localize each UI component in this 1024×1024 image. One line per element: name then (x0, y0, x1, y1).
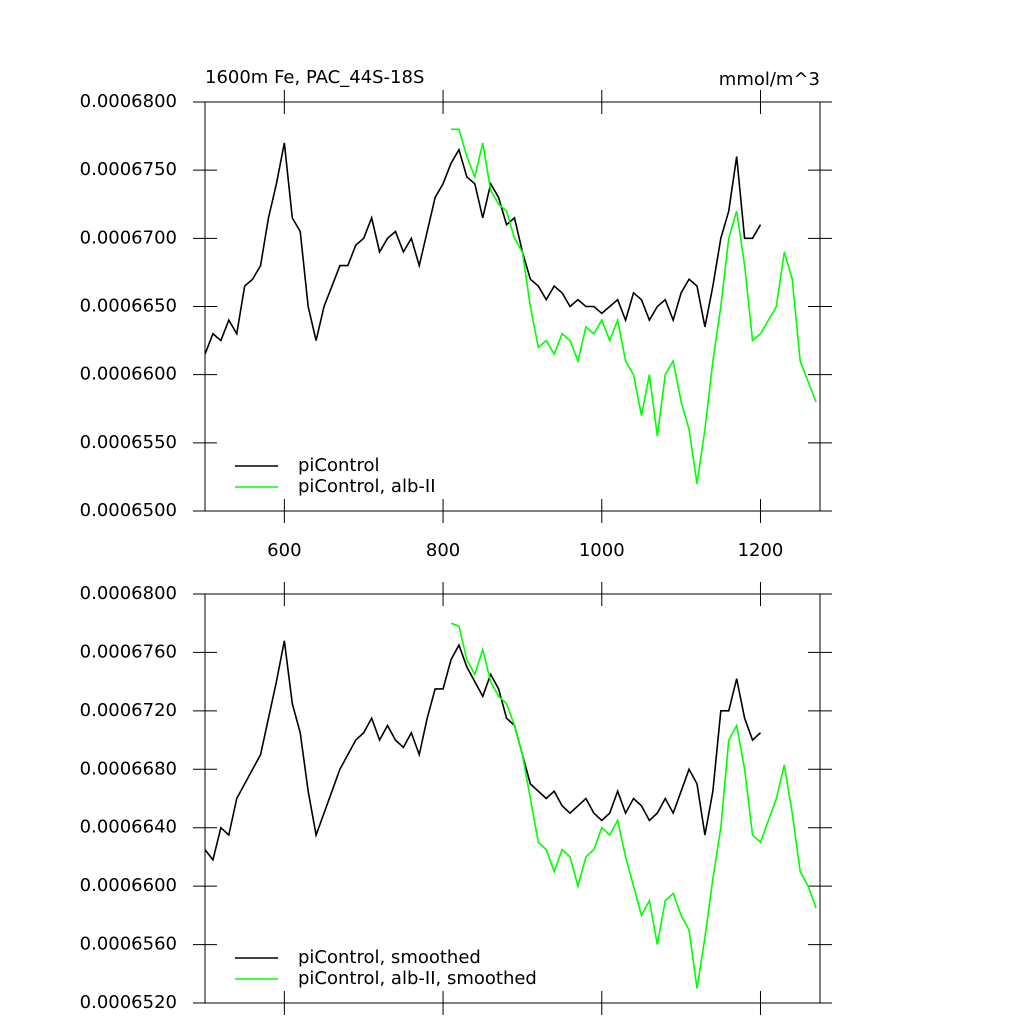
legend-label: piControl (298, 455, 380, 476)
legend-label: piControl, alb-II, smoothed (298, 968, 537, 989)
chart-title: 1600m Fe, PAC_44S-18S (205, 67, 424, 88)
units-label: mmol/m^3 (719, 69, 820, 90)
plot-frame (204, 593, 821, 1004)
data-line (204, 142, 762, 355)
y-tick-label: 0.0006720 (80, 700, 177, 721)
x-tick-label: 1000 (579, 540, 625, 561)
y-tick-label: 0.0006640 (80, 817, 177, 838)
y-tick-label: 0.0006760 (80, 641, 177, 662)
legend-label: piControl, alb-II (298, 476, 436, 497)
y-tick-label: 0.0006500 (80, 500, 177, 521)
data-line (451, 128, 817, 484)
y-tick-label: 0.0006680 (80, 758, 177, 779)
y-tick-label: 0.0006550 (80, 432, 177, 453)
data-line (450, 622, 817, 989)
x-tick-label: 1200 (738, 540, 784, 561)
y-tick-label: 0.0006700 (80, 227, 177, 248)
x-tick-label: 600 (267, 540, 301, 561)
y-tick-label: 0.0006560 (80, 934, 177, 955)
plot-frame (204, 101, 821, 512)
y-tick-label: 0.0006650 (80, 296, 177, 317)
x-tick-label: 800 (426, 540, 460, 561)
y-tick-label: 0.0006600 (80, 364, 177, 385)
y-tick-label: 0.0006800 (80, 91, 177, 112)
y-tick-label: 0.0006600 (80, 875, 177, 896)
y-tick-label: 0.0006800 (80, 583, 177, 604)
legend-label: piControl, smoothed (298, 947, 481, 968)
data-line (204, 640, 762, 862)
y-tick-label: 0.0006520 (80, 992, 177, 1013)
y-tick-label: 0.0006750 (80, 159, 177, 180)
